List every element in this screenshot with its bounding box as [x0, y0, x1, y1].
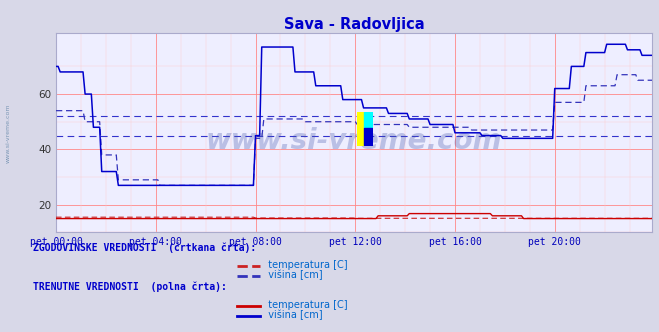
- Text: www.si-vreme.com: www.si-vreme.com: [5, 103, 11, 163]
- Text: višina [cm]: višina [cm]: [262, 310, 323, 320]
- Text: TRENUTNE VREDNOSTI  (polna črta):: TRENUTNE VREDNOSTI (polna črta):: [33, 282, 227, 292]
- Text: višina [cm]: višina [cm]: [262, 270, 323, 280]
- Text: temperatura [C]: temperatura [C]: [262, 260, 348, 270]
- Text: temperatura [C]: temperatura [C]: [262, 300, 348, 310]
- Title: Sava - Radovljica: Sava - Radovljica: [284, 17, 424, 32]
- Text: www.si-vreme.com: www.si-vreme.com: [206, 127, 502, 155]
- Text: ZGODOVINSKE VREDNOSTI  (črtkana črta):: ZGODOVINSKE VREDNOSTI (črtkana črta):: [33, 242, 256, 253]
